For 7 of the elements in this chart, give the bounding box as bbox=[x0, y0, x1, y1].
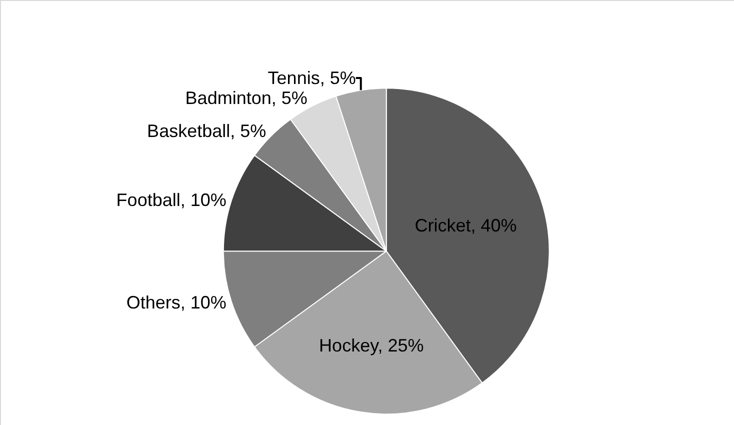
slice-label: Tennis, 5% bbox=[268, 68, 356, 88]
slice-label: Others, 10% bbox=[126, 292, 226, 312]
slice-label: Basketball, 5% bbox=[147, 120, 266, 141]
slice-label: Hockey, 25% bbox=[319, 335, 424, 356]
slice-label: Football, 10% bbox=[116, 190, 226, 210]
slice-label: Badminton, 5% bbox=[185, 88, 308, 108]
slice-label: Cricket, 40% bbox=[414, 215, 517, 236]
